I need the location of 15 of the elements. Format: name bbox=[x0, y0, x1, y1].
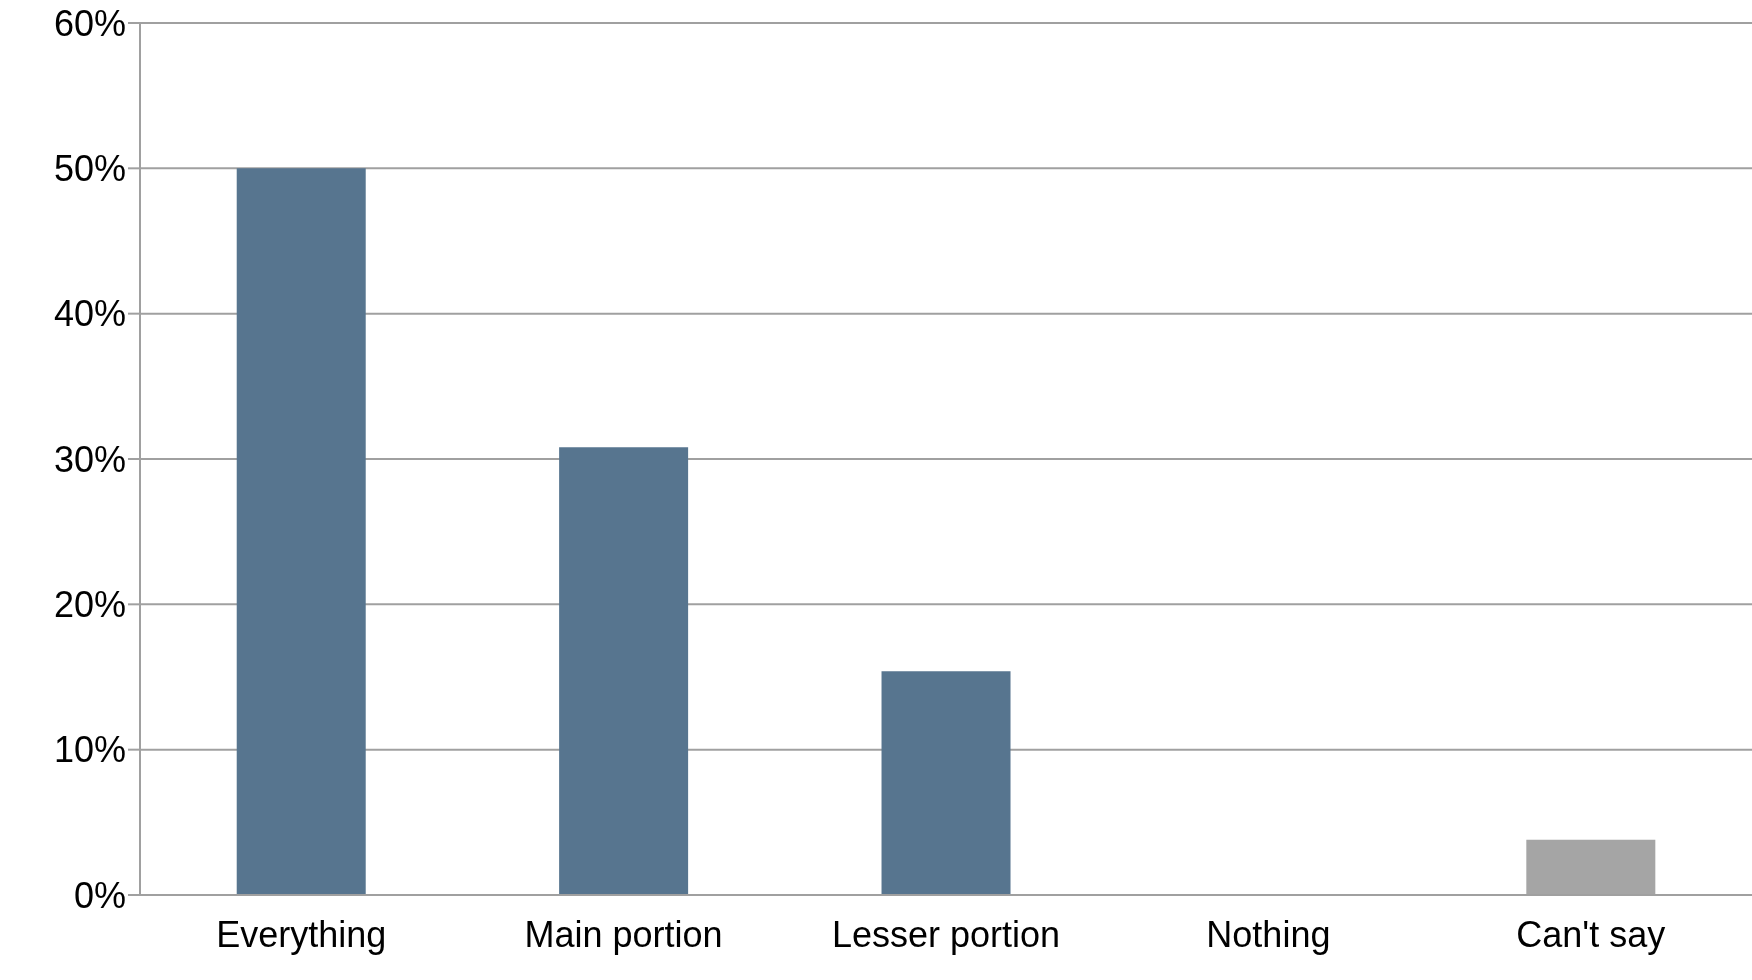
y-tick-label: 30% bbox=[53, 438, 126, 480]
x-tick-label: Nothing bbox=[1206, 913, 1331, 955]
y-tick-label: 10% bbox=[53, 729, 126, 771]
y-tick-label: 40% bbox=[53, 293, 126, 335]
bar bbox=[559, 447, 689, 895]
x-tick-label: Lesser portion bbox=[831, 913, 1061, 955]
x-tick-label: Can't say bbox=[1516, 913, 1666, 955]
y-tick-label: 60% bbox=[53, 2, 126, 44]
y-tick-label: 20% bbox=[53, 584, 126, 626]
y-tick-label: 0% bbox=[73, 874, 126, 916]
x-tick-label: Main portion bbox=[524, 913, 723, 955]
bar bbox=[881, 671, 1011, 895]
y-tick-label: 50% bbox=[53, 148, 126, 190]
bar bbox=[236, 168, 366, 895]
x-tick-label: Everything bbox=[216, 913, 387, 955]
